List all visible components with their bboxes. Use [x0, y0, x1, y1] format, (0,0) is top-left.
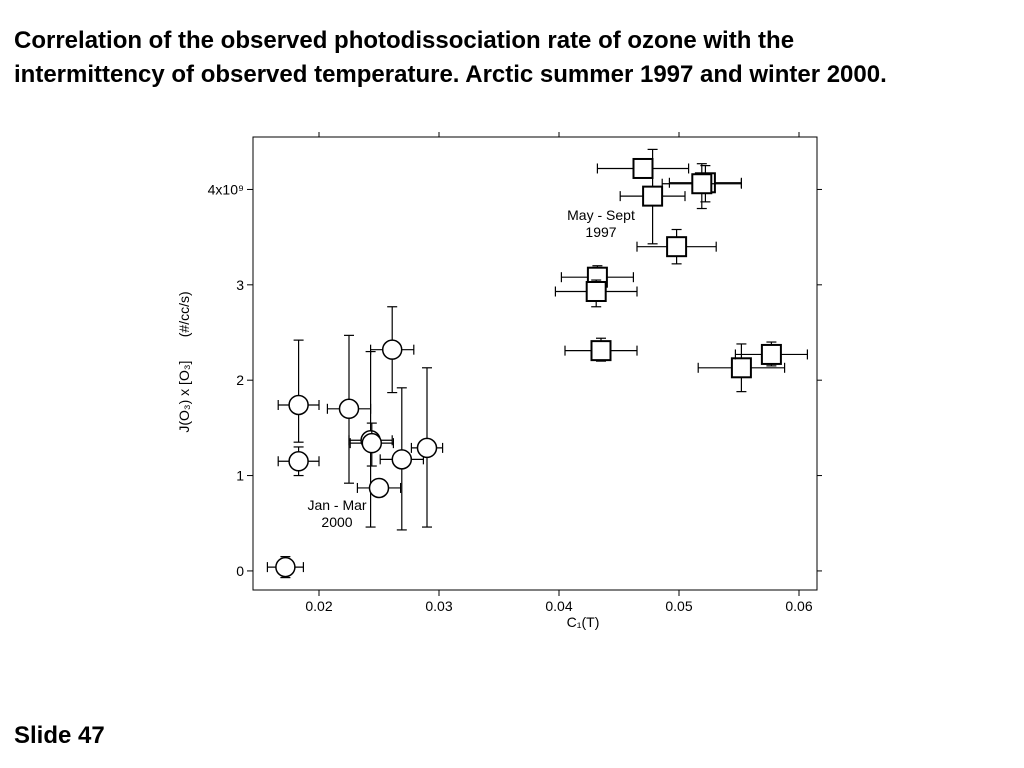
plot-frame — [252, 136, 818, 591]
y-tick-label: 4x10⁹ — [208, 181, 244, 197]
data-point-square — [666, 236, 688, 258]
y-tick-label: 1 — [236, 468, 244, 484]
data-point-circle — [288, 451, 309, 472]
data-point-circle — [368, 477, 390, 499]
data-point-square — [730, 357, 752, 379]
data-point-circle — [416, 437, 438, 459]
data-point-square — [642, 185, 664, 207]
data-point-circle — [391, 449, 413, 470]
group-annotation: May - Sept — [567, 207, 635, 223]
chart-axes — [247, 132, 822, 596]
y-axis-label: J(O₃) x [O₃] (#/cc/s) — [176, 291, 192, 432]
group-annotation: Jan - Mar — [307, 497, 366, 513]
data-point-circle — [275, 556, 296, 578]
x-tick-label: 0.05 — [665, 598, 692, 614]
data-point-circle — [361, 432, 383, 454]
data-point-square — [760, 343, 782, 365]
x-tick-label: 0.06 — [785, 598, 812, 614]
x-tick-label: 0.02 — [305, 598, 332, 614]
data-point-square — [585, 280, 607, 302]
data-point-square — [632, 157, 654, 179]
slide-title: Correlation of the observed photodissoci… — [14, 27, 887, 88]
data-point-square — [590, 340, 612, 362]
x-tick-label: 0.03 — [425, 598, 452, 614]
y-tick-label: 2 — [236, 372, 244, 388]
chart-labels: 0.02 0.03 0.04 0.05 0.06 0 1 2 3 4x10⁹ C₁(T) J(O₃) … — [176, 181, 813, 630]
data-point-circle — [381, 339, 403, 360]
chart-marks — [266, 148, 809, 579]
y-tick-label: 3 — [236, 277, 244, 293]
group-annotation: 1997 — [585, 224, 616, 240]
data-point-circle — [288, 394, 309, 416]
y-tick-label: 0 — [236, 563, 244, 579]
group-annotation: 2000 — [321, 514, 352, 530]
x-axis-label: C₁(T) — [567, 614, 600, 630]
data-point-square — [691, 173, 713, 195]
x-tick-label: 0.04 — [545, 598, 572, 614]
data-point-circle — [338, 398, 360, 420]
slide-number: Slide 47 — [14, 722, 105, 749]
